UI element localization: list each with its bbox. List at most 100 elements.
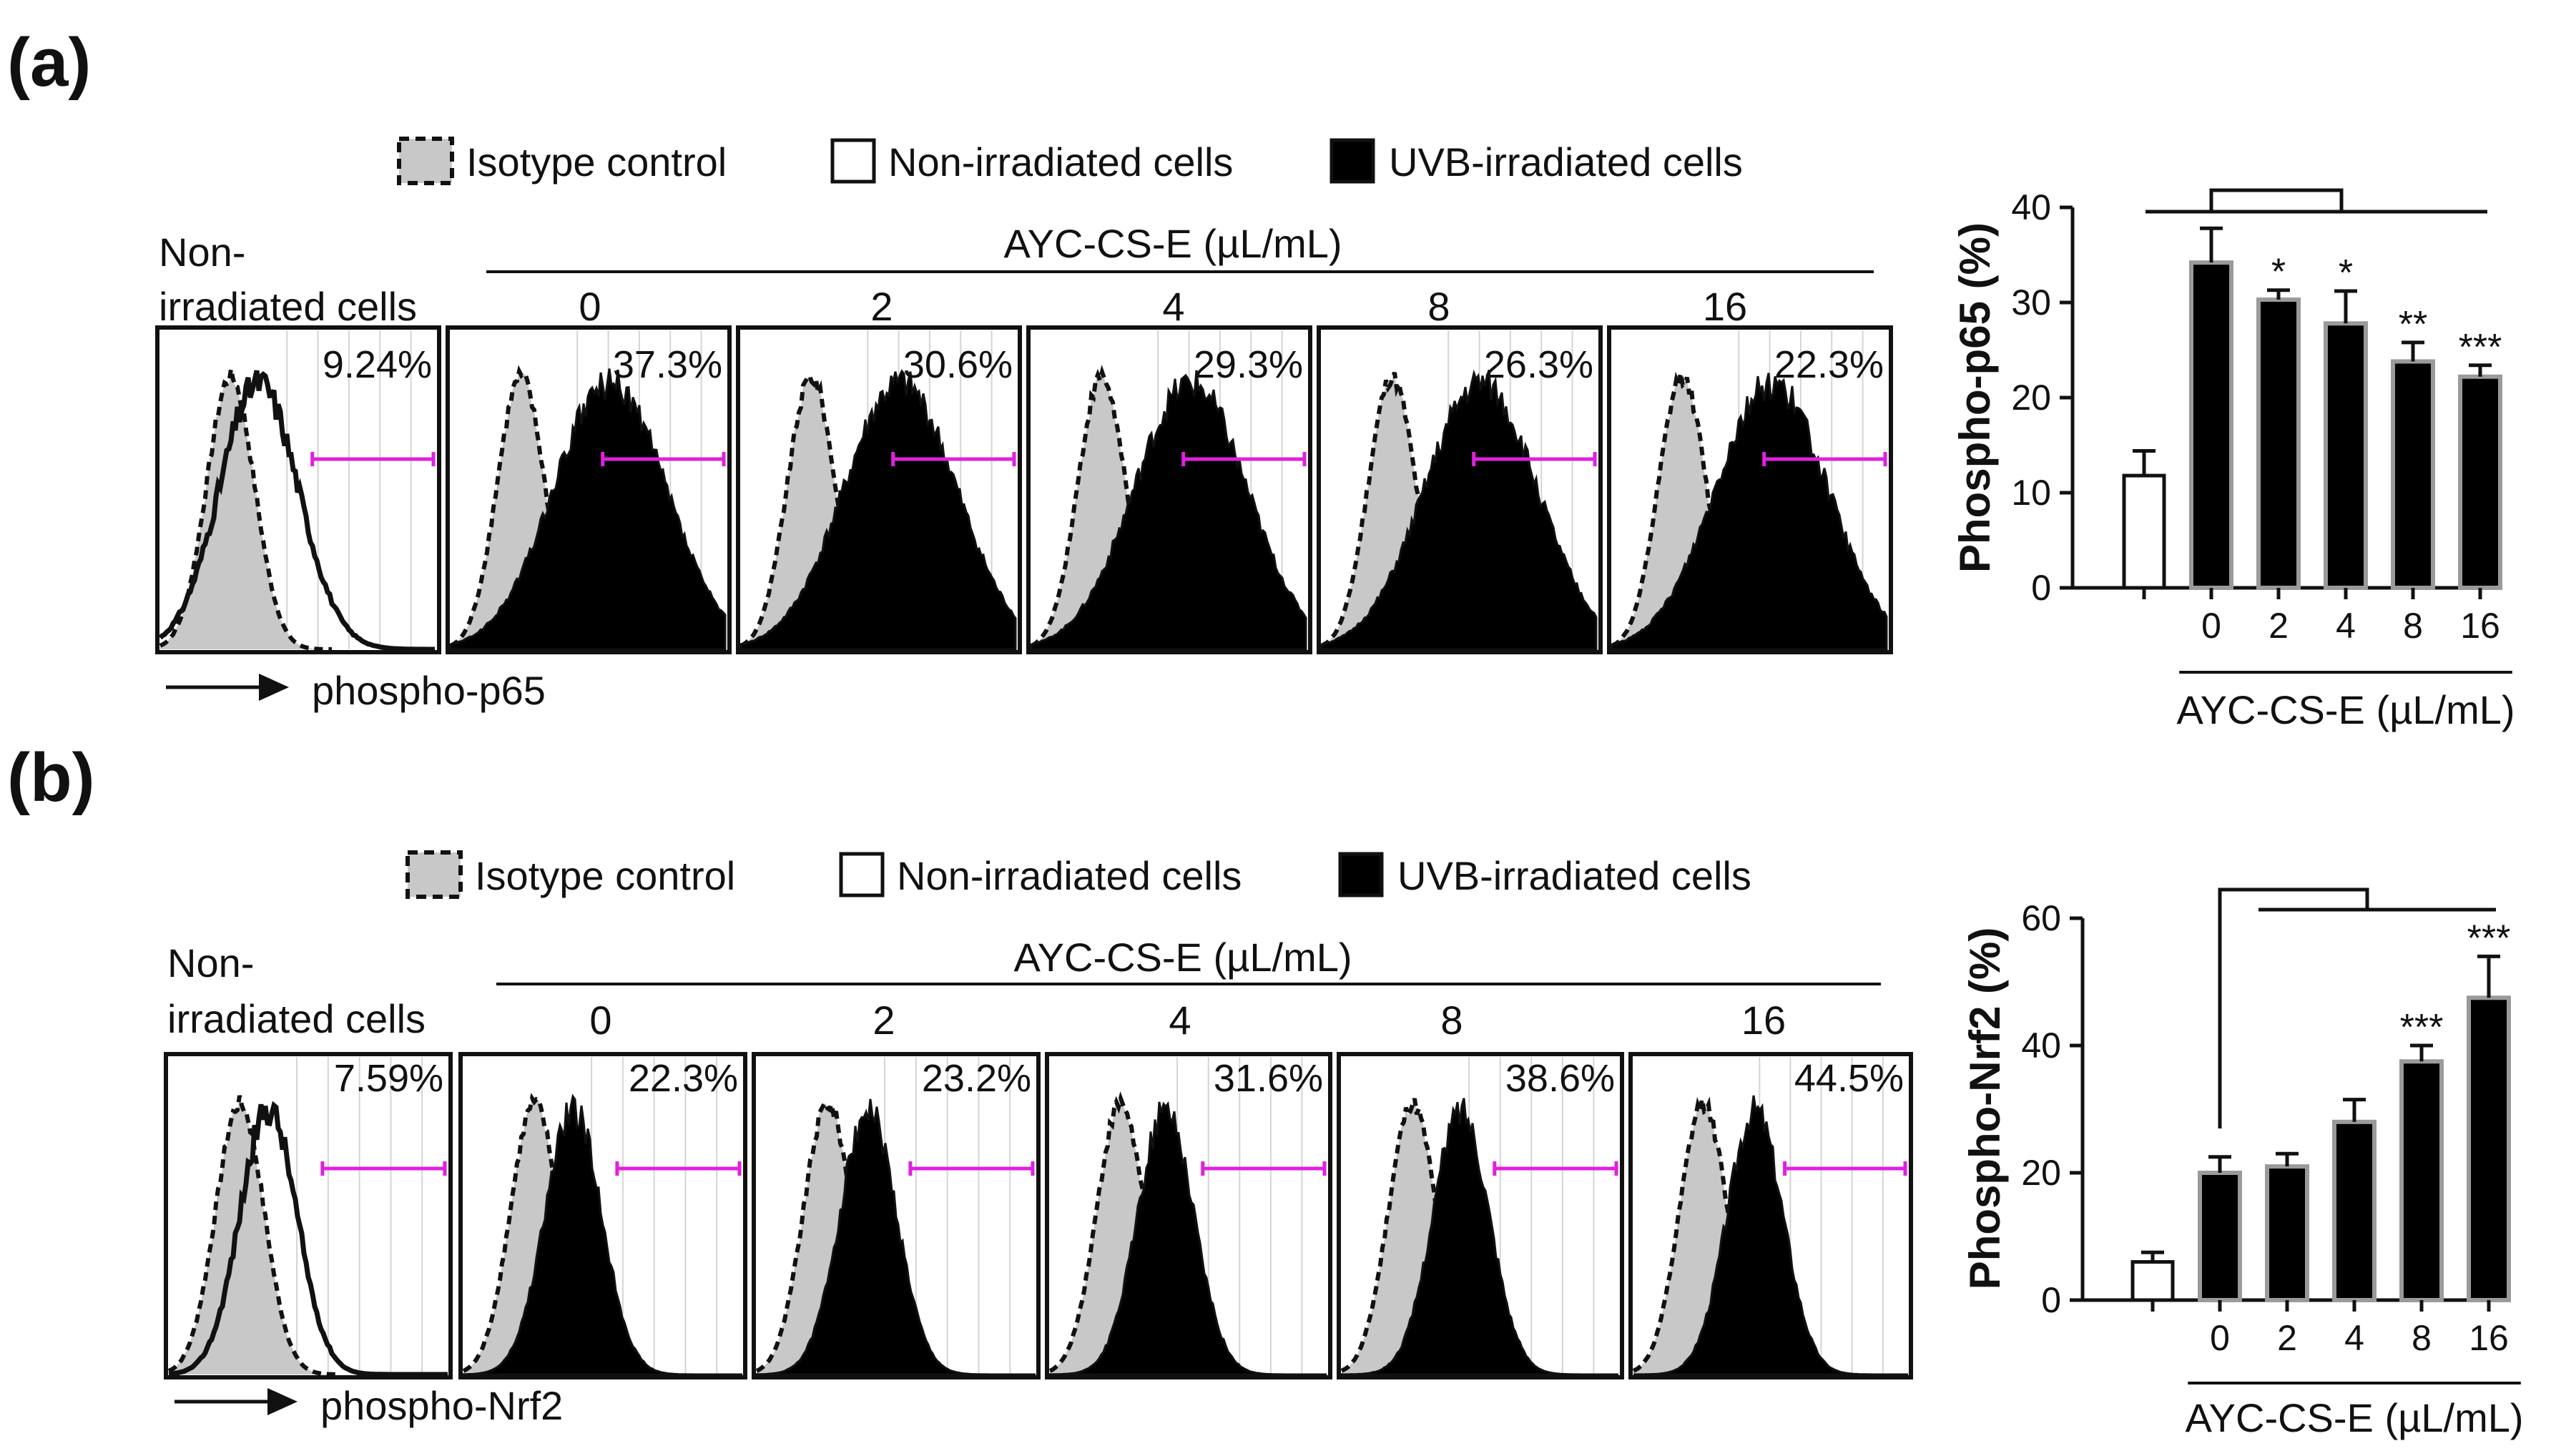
bar — [2324, 321, 2368, 590]
histogram-box-1: 37.3% — [446, 325, 732, 654]
y-tick-label: 30 — [2011, 282, 2051, 323]
x-tick-label: 2 — [2269, 606, 2289, 646]
y-tick-label: 20 — [2011, 378, 2051, 418]
histogram-frame — [1045, 1052, 1332, 1379]
nonirradiated-label-line2: irradiated cells — [159, 284, 417, 329]
isotype-outline — [1340, 1098, 1513, 1377]
isotype-fill — [1322, 372, 1493, 649]
histogram-box-2: 23.2% — [752, 1052, 1041, 1379]
dose-label-16: 16 — [1703, 284, 1747, 329]
dose-label-2-b: 2 — [873, 998, 895, 1043]
bar — [2122, 473, 2166, 590]
percentage-label: 23.2% — [922, 1057, 1031, 1100]
marker-label-b: phospho-Nrf2 — [320, 1383, 563, 1428]
histogram-row-a: 9.24% 37.3% 30.6% 29.3% 26.3% 22.3% — [155, 325, 1893, 654]
histogram-frame — [155, 325, 441, 654]
percentage-label: 30.6% — [903, 343, 1013, 386]
isotype-fill — [741, 375, 913, 649]
panel-b: (b) Isotype control Non-irradiated cells… — [7, 739, 2524, 1440]
percentage-label: 22.3% — [629, 1057, 738, 1100]
legend-label-isotype: Isotype control — [466, 139, 727, 185]
isotype-fill — [169, 1096, 340, 1374]
legend-swatch-uvb — [1329, 138, 1375, 184]
nonirradiated-curve — [168, 1101, 448, 1377]
legend-label-isotype-b: Isotype control — [475, 853, 735, 898]
uvb-curve — [739, 369, 1017, 651]
axis-arrow-head-b — [267, 1388, 298, 1415]
histogram-frame — [446, 325, 732, 654]
bar — [2458, 374, 2502, 590]
bar — [2130, 1260, 2175, 1302]
y-tick-label: 40 — [2021, 1025, 2061, 1066]
bar — [2256, 297, 2301, 590]
y-tick-label: 40 — [2011, 187, 2051, 227]
dose-label-0-b: 0 — [589, 998, 611, 1043]
y-tick-label: 0 — [2031, 568, 2051, 608]
histogram-box-4: 26.3% — [1317, 325, 1603, 654]
uvb-curve — [1340, 1098, 1618, 1376]
x-tick-label: 8 — [2403, 606, 2423, 646]
histogram-frame — [458, 1052, 747, 1379]
x-axis-title: AYC-CS-E (µL/mL) — [2185, 1395, 2523, 1440]
percentage-label: 7.59% — [334, 1057, 443, 1100]
bar — [2332, 1119, 2376, 1303]
histogram-frame — [1026, 325, 1312, 654]
uvb-curve — [1030, 370, 1307, 651]
y-axis-title: Phospho-p65 (%) — [1951, 222, 1999, 573]
nonirradiated-curve — [158, 370, 435, 652]
legend-label-uvb-b: UVB-irradiated cells — [1397, 853, 1751, 898]
percentage-label: 44.5% — [1794, 1057, 1904, 1100]
dose-label-16-b: 16 — [1741, 998, 1786, 1043]
x-tick-label: 0 — [2201, 606, 2221, 646]
percentage-label: 37.3% — [613, 343, 722, 386]
histogram-box-1: 22.3% — [458, 1052, 747, 1379]
x-tick-label: 16 — [2469, 1318, 2509, 1358]
histogram-frame — [1607, 325, 1893, 654]
panel-letter-b: (b) — [7, 739, 95, 816]
significance-stars: *** — [2459, 327, 2502, 368]
treatment-header: AYC-CS-E (µL/mL) — [1003, 221, 1342, 266]
uvb-curve — [449, 368, 727, 651]
histogram-box-0: 7.59% — [164, 1052, 453, 1379]
panel-a: (a) Isotype control Non-irradiated cells… — [7, 24, 2515, 732]
percentage-label: 31.6% — [1214, 1057, 1323, 1100]
isotype-outline — [1611, 371, 1784, 651]
histogram-box-5: 44.5% — [1628, 1052, 1913, 1379]
uvb-curve — [462, 1093, 742, 1376]
x-tick-label: 8 — [2412, 1318, 2432, 1358]
histogram-box-0: 9.24% — [155, 325, 441, 654]
histogram-box-5: 22.3% — [1607, 325, 1893, 654]
legend-label-uvb: UVB-irradiated cells — [1389, 139, 1743, 185]
histogram-frame — [1317, 325, 1603, 654]
bar-chart-b: 0 20 40 60 Phospho-Nrf2 (%) 0 2 4 8 *** 16 *** AYC-C… — [1961, 887, 2524, 1440]
percentage-label: 9.24% — [323, 343, 432, 386]
y-tick-label: 60 — [2021, 898, 2061, 938]
bar — [2198, 1171, 2242, 1302]
panel-letter-a: (a) — [7, 24, 91, 101]
dose-label-4: 4 — [1162, 284, 1184, 329]
significance-stars: ** — [2399, 304, 2427, 345]
significance-stars: * — [2339, 252, 2353, 294]
bar — [2391, 359, 2435, 590]
y-axis-title: Phospho-Nrf2 (%) — [1961, 928, 2009, 1290]
treatment-header-b: AYC-CS-E (µL/mL) — [1013, 935, 1352, 980]
axis-arrow-b — [175, 1388, 298, 1415]
legend-swatch-nonirradiated-b — [839, 852, 885, 897]
histogram-box-3: 29.3% — [1026, 325, 1312, 654]
bar — [2467, 995, 2511, 1302]
significance-stars: *** — [2400, 1007, 2444, 1048]
legend-label-nonirradiated-b: Non-irradiated cells — [897, 853, 1242, 898]
percentage-label: 22.3% — [1774, 343, 1884, 386]
isotype-fill — [451, 371, 622, 649]
histogram-row-b: 7.59% 22.3% 23.2% 31.6% 38.6% 44.5% — [164, 1052, 1913, 1379]
legend-swatch-uvb-b — [1338, 852, 1384, 897]
histogram-frame — [752, 1052, 1041, 1379]
histogram-frame — [1337, 1052, 1624, 1379]
x-axis-title: AYC-CS-E (µL/mL) — [2176, 687, 2515, 732]
uvb-curve — [1320, 369, 1598, 651]
dose-label-8: 8 — [1427, 284, 1450, 329]
x-tick-label: 0 — [2210, 1318, 2230, 1358]
nonirradiated-label-line1-b: Non- — [167, 940, 254, 985]
isotype-fill — [1633, 1099, 1803, 1374]
